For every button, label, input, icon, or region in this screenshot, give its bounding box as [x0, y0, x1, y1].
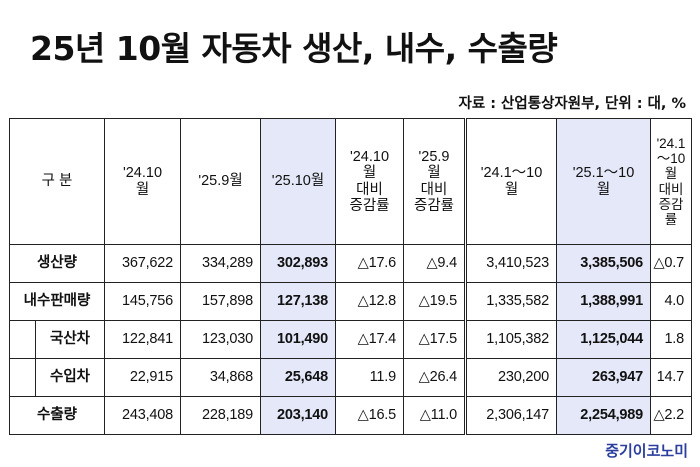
table-cell: 228,189	[180, 396, 261, 435]
table-cell: 101,490	[260, 320, 336, 359]
table-cell: 263,947	[556, 358, 651, 397]
table-cell: 3,385,506	[556, 244, 651, 283]
row-label: 내수판매량	[9, 282, 105, 321]
watermark-logo: 중기이코노미	[605, 442, 688, 460]
table-cell: △2.2	[650, 396, 692, 435]
table-cell: 230,200	[464, 358, 557, 397]
table-cell: 4.0	[650, 282, 692, 321]
header-col: '24.1～10 월	[464, 118, 557, 245]
header-col: '24.10 월	[104, 118, 181, 245]
table-cell: 1,125,044	[556, 320, 651, 359]
table-cell: 1,335,582	[464, 282, 557, 321]
table-cell: 1,105,382	[464, 320, 557, 359]
table-cell: 157,898	[180, 282, 261, 321]
table-cell: △17.4	[335, 320, 404, 359]
header-col: '24.10 월 대비 증감률	[335, 118, 404, 245]
table-cell: 14.7	[650, 358, 692, 397]
table-row: 내수판매량 145,756 157,898 127,138 △12.8 △19.5 1,33…	[9, 282, 692, 321]
table-cell: 2,254,989	[556, 396, 651, 435]
table-cell: 123,030	[180, 320, 261, 359]
table-cell: △11.0	[403, 396, 466, 435]
table-cell: △17.6	[335, 244, 404, 283]
header-col: '25.1～10 월	[556, 118, 651, 245]
table-cell: 334,289	[180, 244, 261, 283]
row-label: 국산차	[35, 320, 105, 359]
header-col: '24.1 ～10월 대비 증감 률	[650, 118, 692, 245]
row-label: 수출량	[9, 396, 105, 435]
table-cell: 145,756	[104, 282, 181, 321]
table-cell: △12.8	[335, 282, 404, 321]
row-label: 생산량	[9, 244, 105, 283]
indent-cell	[9, 320, 36, 359]
table-cell: 127,138	[260, 282, 336, 321]
table-cell: △9.4	[403, 244, 466, 283]
source-note: 자료 : 산업통상자원부, 단위 : 대, %	[458, 96, 686, 112]
table-cell: 2,306,147	[464, 396, 557, 435]
table-row: 수입차 22,915 34,868 25,648 11.9 △26.4 230,200 263…	[9, 358, 692, 397]
table-cell: 243,408	[104, 396, 181, 435]
table-cell: 367,622	[104, 244, 181, 283]
table-cell: 3,410,523	[464, 244, 557, 283]
table-row: 국산차 122,841 123,030 101,490 △17.4 △17.5 1,105,…	[9, 320, 692, 359]
table-row: 수출량 243,408 228,189 203,140 △16.5 △11.0 2,306,…	[9, 396, 692, 435]
header-category: 구 분	[9, 118, 105, 245]
table-cell: △19.5	[403, 282, 466, 321]
table-cell: △26.4	[403, 358, 466, 397]
table-cell: 203,140	[260, 396, 336, 435]
header-row: 구 분 '24.10 월 '25.9월 '25.10월 '24.10 월 대비 …	[9, 118, 692, 245]
table-cell: 302,893	[260, 244, 336, 283]
table-cell: 1.8	[650, 320, 692, 359]
header-col: '25.10월	[260, 118, 336, 245]
page-title: 25년 10월 자동차 생산, 내수, 수출량	[30, 29, 558, 68]
table-cell: 11.9	[335, 358, 404, 397]
table-cell: 25,648	[260, 358, 336, 397]
table-cell: 22,915	[104, 358, 181, 397]
table-cell: 34,868	[180, 358, 261, 397]
header-col: '25.9월	[180, 118, 261, 245]
table-cell: △17.5	[403, 320, 466, 359]
stats-table: 구 분 '24.10 월 '25.9월 '25.10월 '24.10 월 대비 …	[9, 118, 692, 435]
table-cell: △0.7	[650, 244, 692, 283]
table-row: 생산량 367,622 334,289 302,893 △17.6 △9.4 3,410,5…	[9, 244, 692, 283]
header-col: '25.9 월 대비 증감률	[403, 118, 466, 245]
table-cell: △16.5	[335, 396, 404, 435]
row-label: 수입차	[35, 358, 105, 397]
table-cell: 1,388,991	[556, 282, 651, 321]
indent-cell	[9, 358, 36, 397]
table-cell: 122,841	[104, 320, 181, 359]
